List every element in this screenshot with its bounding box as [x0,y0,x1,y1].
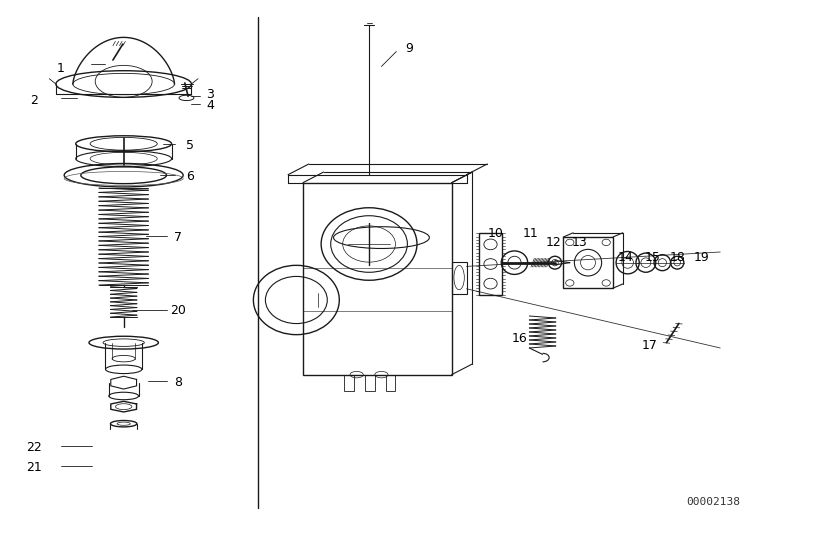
Text: 18: 18 [668,251,685,264]
Text: 11: 11 [522,227,537,240]
Text: 6: 6 [185,170,194,183]
Text: 4: 4 [206,99,214,112]
Text: 1: 1 [57,62,65,75]
Bar [302,183,451,375]
Text: 2: 2 [31,94,38,107]
Text: 14: 14 [617,251,633,264]
Text: 7: 7 [174,230,182,243]
Bar [479,233,502,295]
Bar [385,375,395,391]
Text: 21: 21 [26,461,42,474]
Text: 9: 9 [404,42,412,55]
Text: 10: 10 [487,227,503,240]
Text: 00002138: 00002138 [686,496,739,507]
Text: 5: 5 [185,139,194,152]
Bar [451,262,466,294]
Text: 22: 22 [26,441,42,454]
Bar [344,375,354,391]
Text: 20: 20 [170,304,186,317]
Text: 15: 15 [643,251,660,264]
Text: 16: 16 [511,332,527,345]
Text: 19: 19 [693,251,709,264]
Text: 17: 17 [641,339,657,352]
Text: 13: 13 [571,236,587,249]
Bar [562,237,612,288]
Text: 8: 8 [174,376,182,389]
Text: 3: 3 [206,88,214,101]
Bar [364,375,374,391]
Text: 12: 12 [545,236,561,249]
